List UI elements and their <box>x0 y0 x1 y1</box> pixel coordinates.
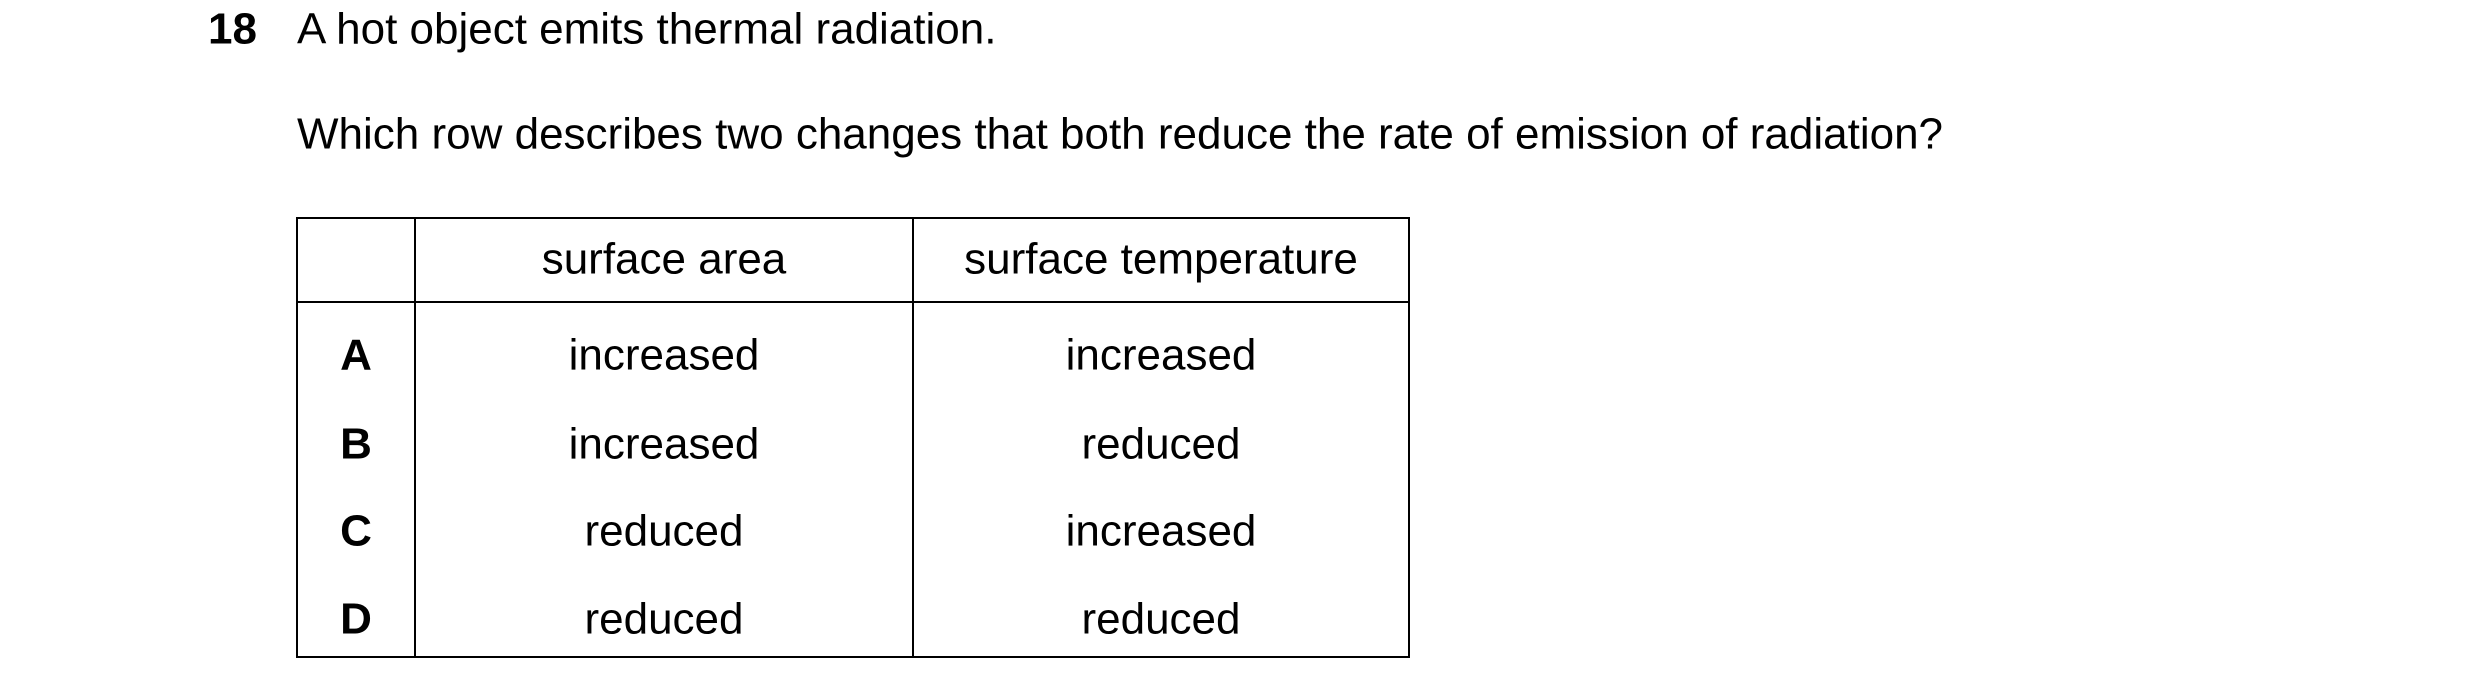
table-border <box>296 217 1410 658</box>
table-cell: increased <box>569 331 760 380</box>
row-label: A <box>340 331 372 380</box>
column-header: surface area <box>542 235 787 284</box>
table-cell: reduced <box>1081 595 1240 644</box>
question-prompt: Which row describes two changes that bot… <box>297 110 1943 159</box>
question-stem: A hot object emits thermal radiation. <box>297 5 996 54</box>
row-label: B <box>340 420 372 469</box>
table-cell: reduced <box>1081 420 1240 469</box>
row-label: C <box>340 507 372 556</box>
table-cell: increased <box>1066 331 1257 380</box>
column-header: surface temperature <box>964 235 1358 284</box>
row-label: D <box>340 595 372 644</box>
table-cell: increased <box>1066 507 1257 556</box>
table-cell: reduced <box>584 507 743 556</box>
question-number: 18 <box>208 5 257 54</box>
table-cell: reduced <box>584 595 743 644</box>
table-cell: increased <box>569 420 760 469</box>
